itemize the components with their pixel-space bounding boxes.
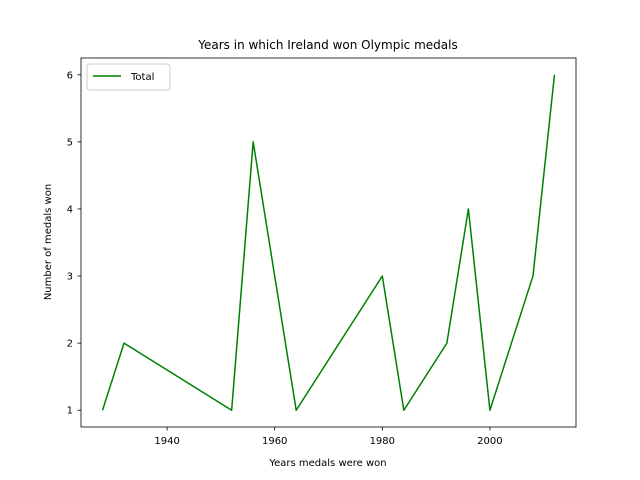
- x-axis-label: Years medals were won: [268, 458, 386, 469]
- y-tick-label: 2: [67, 339, 73, 350]
- x-tick-label: 1940: [154, 436, 179, 447]
- y-tick-label: 3: [67, 272, 73, 283]
- y-tick-label: 4: [67, 204, 73, 215]
- y-tick-label: 5: [67, 137, 73, 148]
- x-tick-label: 1980: [370, 436, 395, 447]
- y-tick-label: 1: [67, 406, 73, 417]
- chart-title: Years in which Ireland won Olympic medal…: [197, 38, 457, 52]
- legend-label: Total: [130, 72, 154, 83]
- x-tick-label: 2000: [477, 436, 502, 447]
- legend: Total: [86, 63, 171, 91]
- plot-area: 1940 1960 1980 2000 1 2 3 4 5 6: [67, 57, 577, 447]
- y-axis-label: Number of medals won: [43, 184, 54, 300]
- legend-box: [86, 63, 171, 91]
- y-tick-label: 6: [67, 70, 73, 81]
- x-tick-label: 1960: [262, 436, 287, 447]
- axes-frame: [80, 57, 577, 428]
- series-line-0: [101, 74, 556, 411]
